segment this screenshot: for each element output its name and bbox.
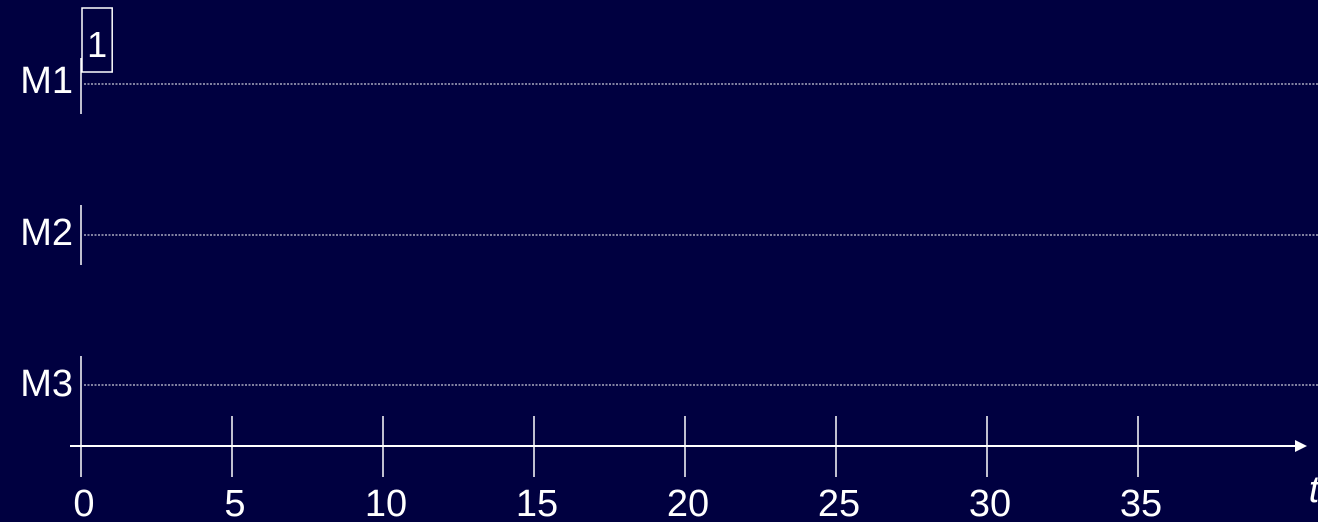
time-tick-label: 20 — [667, 483, 709, 522]
machine-row-m2: M2 — [20, 205, 1318, 265]
machine-label-m1: M1 — [20, 60, 73, 102]
time-tick-label: 25 — [818, 483, 860, 522]
machine-row-m3: M3 — [20, 356, 1318, 416]
time-tick-label: 5 — [224, 483, 245, 522]
time-tick-label: 10 — [365, 483, 407, 522]
time-tick-label: 0 — [73, 483, 94, 522]
time-tick-label: 15 — [516, 483, 558, 522]
time-axis-ticks: 0 5 10 15 20 25 30 35 — [73, 416, 1162, 522]
time-tick-label: 35 — [1120, 483, 1162, 522]
time-axis: 0 5 10 15 20 25 30 35 t — [70, 416, 1318, 522]
job-rect — [81, 7, 113, 73]
machine-label-m3: M3 — [20, 363, 73, 405]
machine-label-m2: M2 — [20, 212, 73, 254]
job-block-1: 1 — [81, 7, 113, 73]
time-axis-label: t — [1309, 469, 1318, 511]
job-label: 1 — [87, 24, 107, 65]
time-tick-label: 30 — [969, 483, 1011, 522]
machine-row-m1: M1 — [20, 58, 1318, 114]
